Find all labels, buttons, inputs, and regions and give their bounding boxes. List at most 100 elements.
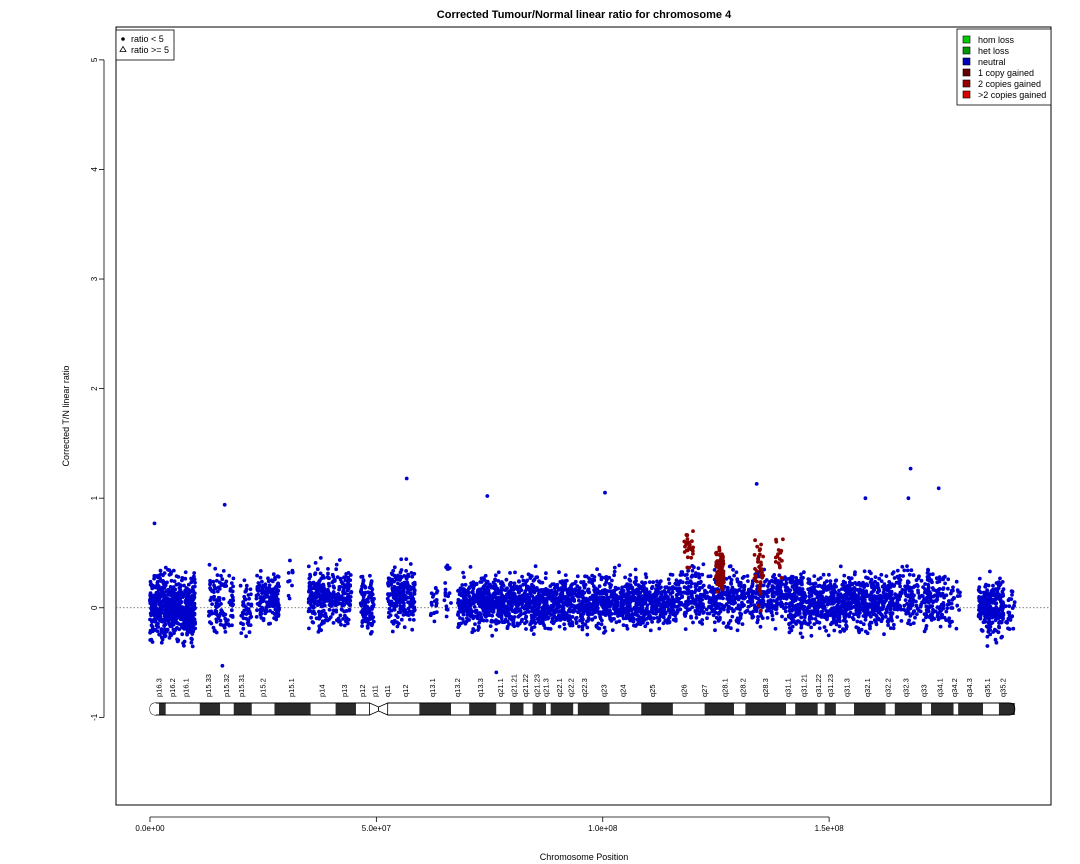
data-point — [158, 568, 163, 573]
data-point — [402, 580, 407, 585]
data-point — [543, 610, 548, 614]
data-point — [509, 585, 514, 590]
data-point — [719, 571, 723, 575]
data-point — [224, 619, 229, 624]
data-point — [277, 606, 281, 611]
data-point — [707, 584, 712, 589]
data-point — [158, 633, 162, 637]
data-point — [596, 621, 601, 626]
data-point — [286, 593, 291, 598]
data-point — [241, 600, 246, 604]
data-point — [600, 591, 604, 596]
data-point — [526, 587, 530, 591]
data-point — [270, 603, 275, 608]
data-point — [268, 595, 272, 600]
data-point — [270, 599, 275, 603]
data-point — [267, 622, 271, 626]
data-point — [527, 596, 532, 601]
data-point — [249, 603, 254, 608]
data-point — [700, 618, 705, 622]
data-point — [555, 606, 559, 610]
data-point — [313, 571, 318, 576]
data-point — [696, 594, 701, 599]
data-point — [165, 627, 170, 632]
data-point — [456, 612, 460, 617]
data-point — [361, 598, 366, 602]
data-point — [221, 613, 226, 618]
data-point — [666, 589, 671, 594]
data-point — [562, 626, 567, 631]
data-point — [327, 607, 332, 612]
data-point — [758, 583, 762, 588]
data-point — [712, 620, 717, 625]
data-point — [532, 625, 537, 629]
data-point — [546, 615, 551, 620]
data-point — [447, 591, 452, 596]
data-point — [701, 562, 706, 567]
data-point — [581, 617, 585, 622]
data-point — [600, 602, 605, 607]
data-point — [339, 580, 344, 584]
data-point — [409, 571, 414, 575]
data-point — [655, 579, 659, 584]
data-point — [290, 583, 294, 588]
data-point — [691, 620, 695, 625]
data-point — [331, 590, 336, 594]
data-point — [856, 614, 861, 619]
data-point — [746, 594, 751, 598]
data-point — [176, 638, 181, 643]
data-point — [729, 606, 734, 611]
data-point — [837, 624, 842, 629]
data-point — [772, 573, 777, 577]
data-point — [397, 590, 402, 595]
data-point — [228, 588, 233, 593]
data-point — [163, 594, 167, 598]
data-point — [359, 591, 364, 595]
data-point — [307, 606, 312, 611]
data-point — [229, 614, 233, 618]
data-point — [634, 582, 638, 587]
data-point — [162, 585, 167, 590]
data-point — [172, 631, 176, 635]
data-point — [725, 588, 730, 593]
data-point — [713, 628, 717, 633]
data-point — [504, 577, 509, 582]
data-point — [500, 610, 505, 615]
data-point — [459, 609, 464, 613]
data-point — [345, 598, 350, 602]
data-point — [366, 590, 370, 595]
data-point — [267, 589, 272, 594]
data-point — [489, 608, 493, 613]
data-point — [737, 595, 742, 600]
data-point — [655, 616, 660, 620]
data-point — [683, 573, 688, 577]
data-point — [333, 595, 338, 600]
data-point — [763, 579, 767, 584]
data-point — [742, 584, 747, 589]
data-point — [612, 569, 617, 574]
data-point — [169, 590, 174, 595]
data-point — [689, 593, 694, 598]
data-point — [173, 628, 178, 632]
data-point — [665, 604, 670, 609]
data-point — [247, 630, 252, 635]
data-point — [463, 621, 468, 626]
data-point — [173, 600, 178, 605]
data-point — [189, 576, 194, 581]
data-point — [657, 626, 662, 631]
data-point — [544, 587, 549, 592]
data-point — [209, 621, 214, 626]
data-point — [157, 611, 161, 616]
data-point — [337, 558, 342, 562]
data-point — [612, 606, 617, 611]
data-point — [583, 606, 588, 611]
data-point — [344, 572, 349, 576]
data-point — [322, 597, 327, 602]
data-point — [499, 585, 504, 590]
data-point — [778, 565, 782, 570]
data-point — [777, 585, 781, 589]
data-point — [338, 613, 343, 618]
data-point — [307, 585, 312, 590]
data-point — [677, 596, 682, 601]
data-point — [325, 618, 330, 623]
